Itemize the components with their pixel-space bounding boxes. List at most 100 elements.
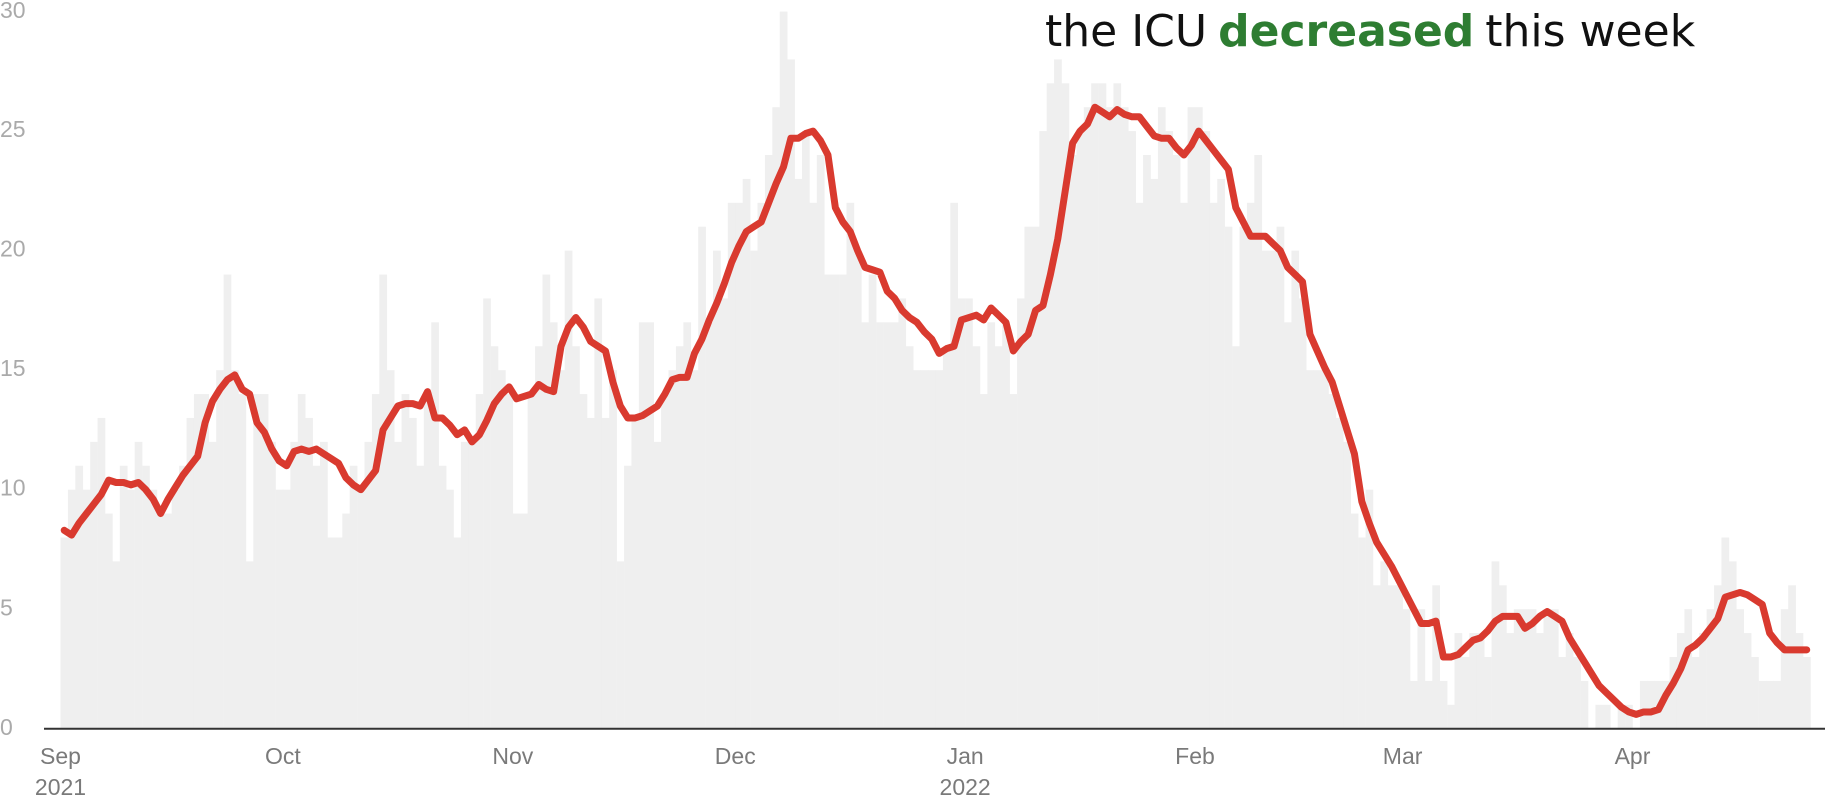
bar [979, 394, 988, 729]
bar [1002, 322, 1010, 729]
bar [1157, 107, 1166, 729]
bar [446, 489, 454, 729]
bar [557, 370, 566, 729]
bar [1439, 680, 1448, 729]
bar [1120, 107, 1129, 729]
bar [542, 274, 551, 729]
bar [208, 441, 217, 729]
bar [1276, 226, 1285, 729]
bar [549, 322, 558, 729]
bar [1773, 680, 1782, 729]
bar [1328, 394, 1337, 729]
y-tick-label: 10 [0, 475, 26, 501]
bar [490, 346, 499, 729]
bar [675, 346, 684, 729]
bar [1676, 633, 1685, 729]
bar [1625, 704, 1633, 729]
bar [987, 322, 996, 729]
bar [1068, 155, 1077, 729]
bar [1350, 513, 1359, 729]
bar [846, 202, 855, 729]
bar [735, 202, 743, 729]
bar [1283, 322, 1292, 729]
bar [334, 537, 343, 729]
bar [1054, 59, 1062, 729]
bar [1217, 178, 1225, 729]
y-tick-label: 20 [0, 236, 26, 262]
bar [497, 370, 506, 729]
bar [957, 298, 966, 729]
y-tick-label: 30 [0, 0, 26, 23]
bar [646, 322, 654, 729]
bar [67, 489, 76, 729]
bar [297, 394, 306, 729]
bar [1728, 561, 1737, 729]
bar [201, 394, 210, 729]
bar [1143, 155, 1151, 729]
bar [520, 513, 528, 729]
bar [97, 417, 106, 729]
bar [757, 202, 766, 729]
bar [1476, 633, 1485, 729]
bar [1291, 250, 1300, 729]
bar [1365, 489, 1374, 729]
bar [290, 441, 299, 729]
bar [824, 274, 832, 729]
bar [119, 465, 128, 729]
bar [661, 394, 669, 729]
bar [1788, 585, 1796, 729]
bar [475, 394, 484, 729]
title-text: the ICU [1045, 6, 1208, 57]
bar [1150, 178, 1159, 729]
bar [683, 322, 692, 729]
bar [156, 513, 165, 729]
x-tick-label: Oct [265, 742, 301, 769]
bar [260, 394, 269, 729]
bar [75, 465, 84, 729]
bar [994, 346, 1003, 729]
bar [601, 417, 610, 729]
bar [935, 370, 944, 729]
bar [1417, 609, 1426, 729]
bar [60, 537, 69, 729]
bar [1306, 370, 1314, 729]
bar [1602, 704, 1611, 729]
y-tick-label: 25 [0, 116, 26, 142]
bar [1751, 656, 1759, 729]
bar [409, 417, 417, 729]
bar [1691, 656, 1700, 729]
bar [594, 298, 603, 729]
bar [972, 346, 981, 729]
bar [1061, 83, 1070, 729]
bar [453, 537, 462, 729]
bar [364, 441, 373, 729]
bar [720, 298, 729, 729]
bar [460, 441, 469, 729]
bar [1521, 609, 1529, 729]
bar [690, 370, 699, 729]
bar [468, 441, 477, 729]
bar [164, 513, 173, 729]
bar [1669, 656, 1678, 729]
bar [928, 370, 936, 729]
x-tick-label: Dec [714, 742, 756, 769]
bar [1254, 155, 1263, 729]
bar [527, 394, 536, 729]
bar [112, 561, 121, 729]
bar [965, 298, 973, 729]
bar [920, 370, 929, 729]
bar [1506, 633, 1515, 729]
bar [831, 274, 840, 729]
bar [1106, 107, 1114, 729]
bar [727, 202, 736, 729]
bar [423, 394, 432, 729]
bar [1017, 298, 1025, 729]
bar [1232, 346, 1240, 729]
bar [1165, 131, 1174, 729]
bar [535, 346, 543, 729]
bar [713, 250, 721, 729]
bar [1180, 202, 1188, 729]
bar [1239, 226, 1248, 729]
bar [1706, 609, 1715, 729]
